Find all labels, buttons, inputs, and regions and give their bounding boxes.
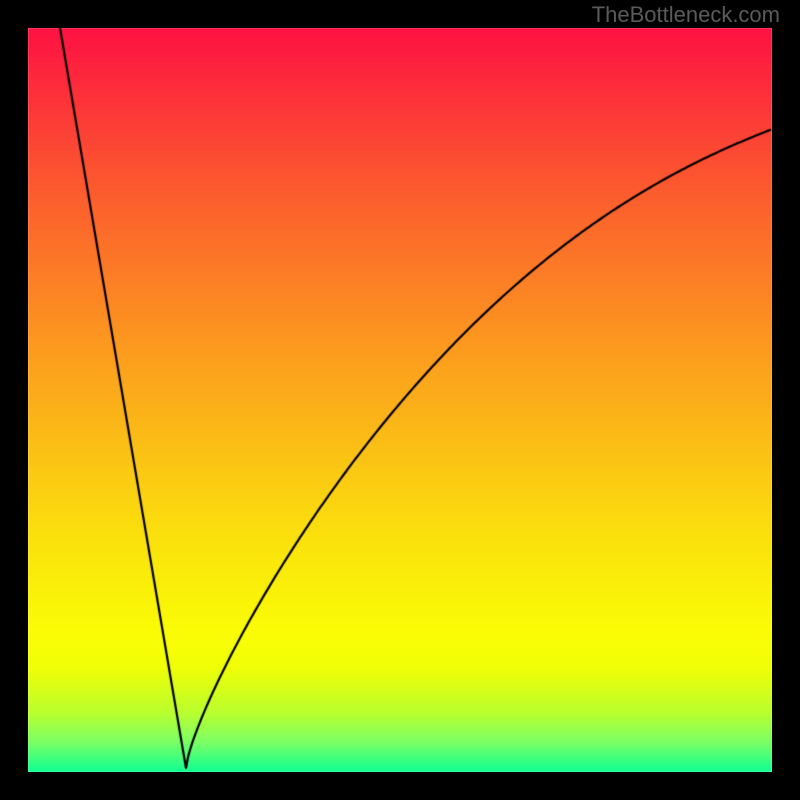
chart-stage: TheBottleneck.com	[0, 0, 800, 800]
vertex-marker-layer	[0, 0, 800, 800]
watermark-text: TheBottleneck.com	[592, 2, 780, 28]
